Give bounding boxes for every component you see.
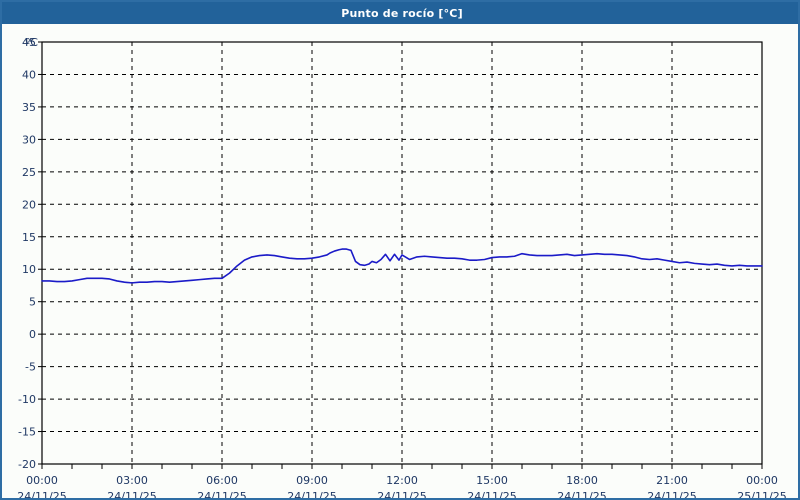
y-axis-tick-label: 0 bbox=[29, 328, 36, 341]
y-axis-tick-label: 35 bbox=[22, 101, 36, 114]
y-axis-tick-label: -10 bbox=[18, 393, 36, 406]
y-axis-tick-label: -20 bbox=[18, 458, 36, 471]
y-axis-tick-label: 40 bbox=[22, 68, 36, 81]
x-axis-tick-time: 03:00 bbox=[116, 474, 148, 487]
x-axis-tick-time: 09:00 bbox=[296, 474, 328, 487]
y-axis-tick-label: 5 bbox=[29, 296, 36, 309]
x-axis-tick-time: 21:00 bbox=[656, 474, 688, 487]
y-axis-unit-label: ºC bbox=[25, 36, 38, 49]
x-axis-tick-date: 24/11/25 bbox=[287, 490, 336, 500]
y-axis-tick-label: 10 bbox=[22, 263, 36, 276]
axis-tickmarks bbox=[38, 41, 763, 469]
y-axis-tick-label: 30 bbox=[22, 133, 36, 146]
x-axis-tick-time: 06:00 bbox=[206, 474, 238, 487]
dewpoint-series-line bbox=[41, 248, 763, 284]
x-axis-tick-date: 24/11/25 bbox=[197, 490, 246, 500]
x-axis-tick-date: 24/11/25 bbox=[107, 490, 156, 500]
y-axis-tick-label: 25 bbox=[22, 166, 36, 179]
y-axis-tick-label: 15 bbox=[22, 231, 36, 244]
x-axis-tick-time: 12:00 bbox=[386, 474, 418, 487]
x-axis-tick-date: 25/11/25 bbox=[737, 490, 786, 500]
y-axis-tick-label: 20 bbox=[22, 198, 36, 211]
gridlines-group bbox=[42, 42, 762, 464]
page-title: Punto de rocío [°C] bbox=[341, 6, 463, 20]
y-axis-tick-label: -15 bbox=[18, 426, 36, 439]
x-axis-tick-date: 24/11/25 bbox=[377, 490, 426, 500]
x-axis-tick-time: 18:00 bbox=[566, 474, 598, 487]
y-axis-tick-label: -5 bbox=[25, 361, 36, 374]
x-axis-tick-time: 00:00 bbox=[26, 474, 58, 487]
x-axis-tick-time: 00:00 bbox=[746, 474, 778, 487]
x-axis-tick-date: 24/11/25 bbox=[467, 490, 516, 500]
x-axis-tick-time: 15:00 bbox=[476, 474, 508, 487]
window-titlebar: Punto de rocío [°C] bbox=[2, 2, 798, 24]
dewpoint-line-chart: 45 40 35 30 25 20 15 10 5 0 -5 -10 -15 -20 00:00 24/11… bbox=[17, 36, 786, 500]
x-axis-tick-date: 24/11/25 bbox=[647, 490, 696, 500]
x-axis-tick-labels: 00:00 24/11/25 03:00 24/11/25 06:00 24/11/25 0… bbox=[17, 474, 786, 500]
x-axis-tick-date: 24/11/25 bbox=[557, 490, 606, 500]
y-axis-tick-labels: 45 40 35 30 25 20 15 10 5 0 -5 -10 -15 -20 bbox=[18, 36, 36, 471]
y-axis-tick-label: 45 bbox=[22, 36, 36, 49]
plot-container: 45 40 35 30 25 20 15 10 5 0 -5 -10 -15 -20 00:00 24/11… bbox=[2, 24, 798, 500]
x-axis-tick-date: 24/11/25 bbox=[17, 490, 66, 500]
plot-frame bbox=[41, 41, 763, 465]
